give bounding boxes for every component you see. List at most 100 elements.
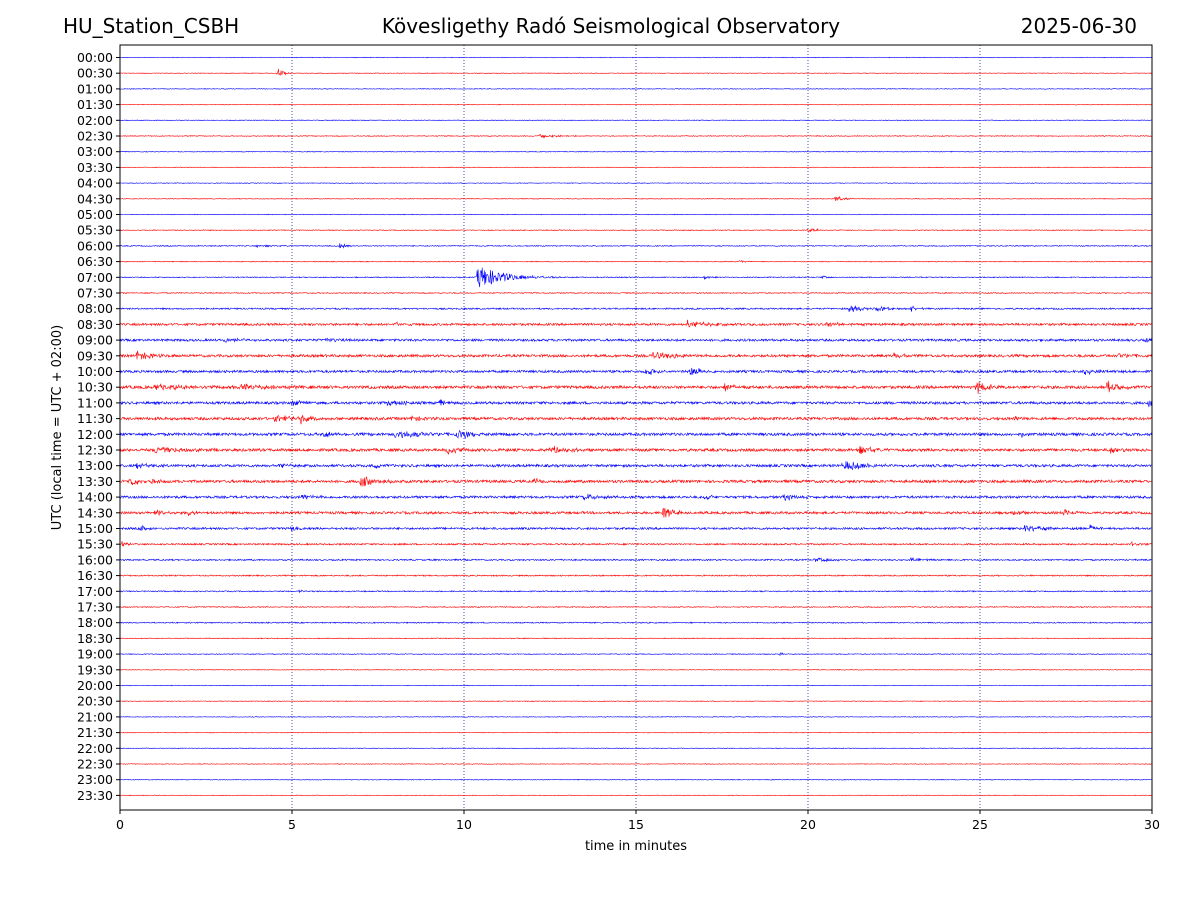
trace-1430 <box>119 507 1152 518</box>
x-tick-label: 15 <box>628 817 644 832</box>
y-tick-label: 14:30 <box>77 505 113 520</box>
x-tick-label: 30 <box>1144 817 1160 832</box>
trace-2230 <box>119 763 1152 765</box>
y-tick-label: 10:30 <box>77 380 113 395</box>
trace-2100 <box>119 716 1152 718</box>
y-tick-label: 15:00 <box>77 521 113 536</box>
y-tick-label: 09:00 <box>77 333 113 348</box>
trace-0200 <box>120 119 1152 122</box>
y-tick-label: 13:30 <box>77 474 113 489</box>
y-tick-label: 07:30 <box>77 286 113 301</box>
y-tick-label: 14:00 <box>77 490 113 505</box>
y-tick-label: 09:30 <box>77 348 113 363</box>
y-axis-label: UTC (local time = UTC + 02:00) <box>50 325 65 530</box>
y-tick-label: 21:30 <box>77 725 113 740</box>
y-tick-label: 15:30 <box>77 537 113 552</box>
y-tick-label: 07:00 <box>77 270 113 285</box>
y-tick-label: 19:30 <box>77 662 113 677</box>
trace-0000 <box>119 56 1152 59</box>
x-tick-label: 10 <box>456 817 472 832</box>
trace-0530 <box>120 227 1152 233</box>
trace-0430 <box>120 195 1152 202</box>
trace-0800 <box>119 305 1152 313</box>
y-tick-label: 19:00 <box>77 647 113 662</box>
grid-lines <box>291 45 981 810</box>
y-tick-label: 17:30 <box>77 600 113 615</box>
y-tick-label: 17:00 <box>77 584 113 599</box>
y-tick-label: 08:30 <box>77 317 113 332</box>
trace-0330 <box>119 166 1152 169</box>
y-tick-label: 11:00 <box>77 395 113 410</box>
trace-2330 <box>119 794 1152 797</box>
y-tick-label: 20:00 <box>77 678 113 693</box>
y-tick-label: 08:00 <box>77 301 113 316</box>
observatory-title: Kövesligethy Radó Seismological Observat… <box>381 14 841 38</box>
trace-0230 <box>120 134 1152 139</box>
y-tick-label: 03:30 <box>77 160 113 175</box>
trace-2030 <box>119 700 1152 702</box>
x-tick-label: 25 <box>972 817 988 832</box>
trace-1130 <box>119 415 1152 425</box>
trace-0130 <box>119 103 1152 106</box>
trace-0830 <box>119 319 1152 328</box>
trace-0030 <box>119 68 1152 76</box>
y-tick-label: 23:00 <box>77 772 113 787</box>
y-tick-label: 12:00 <box>77 427 113 442</box>
y-tick-label: 05:30 <box>77 223 113 238</box>
y-tick-label: 18:30 <box>77 631 113 646</box>
trace-1730 <box>119 605 1152 609</box>
trace-0630 <box>119 260 1152 264</box>
trace-1000 <box>119 367 1152 376</box>
trace-0500 <box>119 213 1152 216</box>
trace-1230 <box>119 445 1152 455</box>
trace-0730 <box>119 291 1152 295</box>
y-tick-label: 22:30 <box>77 757 113 772</box>
trace-2300 <box>119 778 1152 781</box>
y-tick-label: 04:00 <box>77 176 113 191</box>
trace-1900 <box>119 652 1152 657</box>
trace-1030 <box>119 380 1152 394</box>
trace-1830 <box>119 637 1152 640</box>
x-axis-label: time in minutes <box>585 839 687 854</box>
trace-0600 <box>119 243 1152 249</box>
y-tick-label: 01:30 <box>77 97 113 112</box>
trace-0300 <box>120 150 1152 153</box>
trace-1530 <box>120 541 1152 547</box>
trace-0700 <box>119 267 1152 288</box>
y-tick-label: 22:00 <box>77 741 113 756</box>
trace-1930 <box>119 669 1152 671</box>
y-tick-label: 01:00 <box>77 81 113 96</box>
trace-1800 <box>119 621 1152 624</box>
y-tick-label: 23:30 <box>77 788 113 803</box>
trace-2200 <box>119 747 1152 750</box>
trace-0930 <box>119 350 1152 360</box>
y-tick-label: 02:30 <box>77 129 113 144</box>
y-tick-label: 00:00 <box>77 50 113 65</box>
y-tick-labels: 00:0000:3001:0001:3002:0002:3003:0003:30… <box>77 50 120 803</box>
y-tick-label: 13:00 <box>77 458 113 473</box>
y-tick-label: 16:00 <box>77 552 113 567</box>
trace-1100 <box>119 399 1152 408</box>
trace-1600 <box>119 556 1152 563</box>
trace-1330 <box>119 476 1152 487</box>
y-tick-label: 06:30 <box>77 254 113 269</box>
traces <box>119 56 1152 797</box>
x-tick-label: 0 <box>116 817 124 832</box>
trace-0900 <box>119 337 1152 343</box>
trace-1700 <box>119 589 1152 594</box>
y-tick-label: 20:30 <box>77 694 113 709</box>
record-date: 2025-06-30 <box>1020 14 1137 38</box>
trace-2130 <box>119 731 1152 734</box>
y-tick-label: 18:00 <box>77 615 113 630</box>
x-tick-label: 20 <box>800 817 816 832</box>
y-tick-label: 05:00 <box>77 207 113 222</box>
trace-0100 <box>120 88 1152 90</box>
y-tick-label: 06:00 <box>77 238 113 253</box>
trace-1500 <box>119 524 1152 532</box>
trace-2000 <box>120 684 1152 687</box>
x-tick-label: 5 <box>288 817 296 832</box>
trace-0400 <box>119 182 1152 184</box>
y-tick-label: 12:30 <box>77 443 113 458</box>
